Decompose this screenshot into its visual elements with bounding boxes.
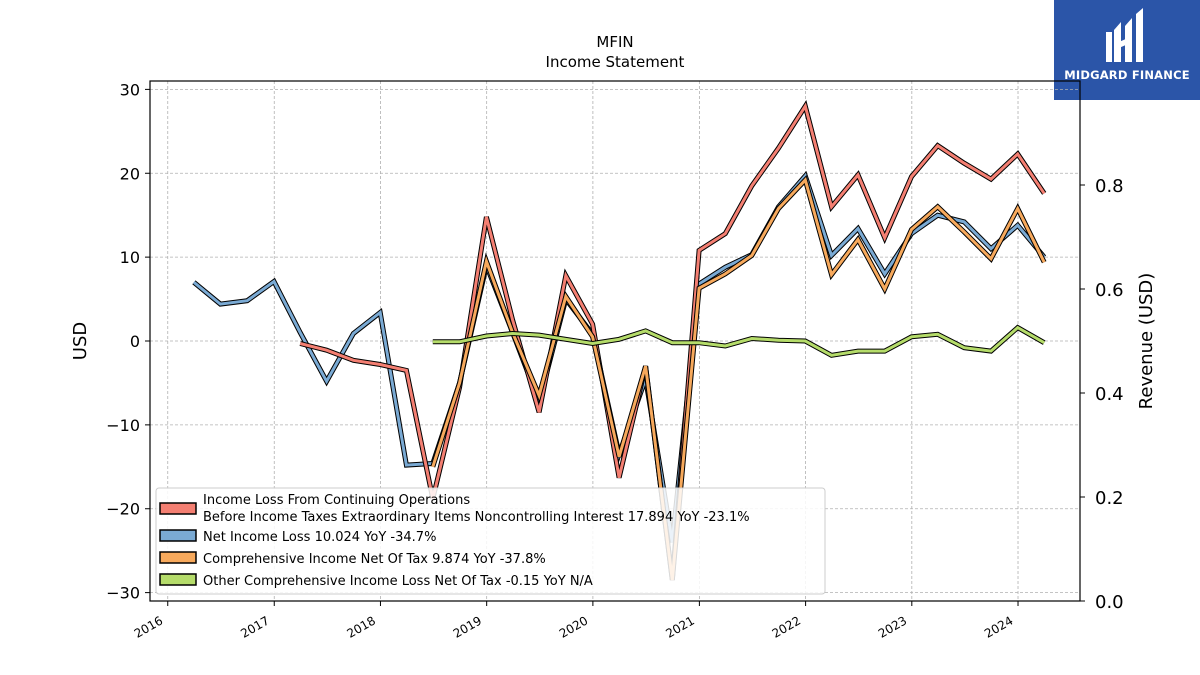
legend-label-comprehensive-income: Comprehensive Income Net Of Tax 9.874 Yo… xyxy=(203,552,546,567)
legend-swatch-comprehensive-income xyxy=(159,551,197,564)
x-tick-label: 2017 xyxy=(238,613,271,640)
x-tick-label: 2016 xyxy=(132,613,165,640)
y-tick-label: −20 xyxy=(106,500,140,519)
y-tick-label: −30 xyxy=(106,584,140,603)
y-axis-right-label: Revenue (USD) xyxy=(1136,273,1157,410)
x-tick-label: 2023 xyxy=(876,613,909,640)
legend-label-other-comprehensive-income: Other Comprehensive Income Loss Net Of T… xyxy=(203,574,593,589)
x-tick-label: 2021 xyxy=(663,613,696,640)
legend-swatch-other-comprehensive-income xyxy=(159,573,197,586)
chart-title: MFIN xyxy=(596,33,633,51)
y-right-tick-label: 0.0 xyxy=(1095,592,1124,613)
legend-label-net-income-loss: Net Income Loss 10.024 YoY -34.7% xyxy=(203,530,436,545)
x-tick-label: 2018 xyxy=(345,613,378,640)
y-tick-label: 20 xyxy=(120,164,140,183)
x-tick-label: 2024 xyxy=(982,613,1015,640)
legend-swatch-net-income-loss xyxy=(159,529,197,542)
legend-swatch-income-loss-continuing xyxy=(159,502,197,515)
logo-text: MIDGARD FINANCE xyxy=(1064,68,1190,82)
y-tick-label: 10 xyxy=(120,248,140,267)
chart-subtitle: Income Statement xyxy=(546,53,685,71)
y-right-tick-label: 0.2 xyxy=(1095,488,1124,509)
series-line-net-income-loss xyxy=(192,172,1046,543)
legend: Income Loss From Continuing Operations B… xyxy=(155,487,826,595)
logo-mark-icon xyxy=(1106,8,1143,62)
legend-label-income-loss-continuing-line2: Before Income Taxes Extraordinary Items … xyxy=(203,510,750,525)
y-axis-label: USD xyxy=(70,322,91,360)
y-tick-label: −10 xyxy=(106,416,140,435)
midgard-finance-logo: MIDGARD FINANCE xyxy=(1054,0,1200,100)
y-right-tick-label: 0.4 xyxy=(1095,384,1124,405)
x-tick-label: 2022 xyxy=(770,613,803,640)
x-tick-label: 2019 xyxy=(451,613,484,640)
y-right-tick-label: 0.6 xyxy=(1095,280,1124,301)
x-tick-label: 2020 xyxy=(557,613,590,640)
series-line-other-comprehensive-income-loss-net-of-t xyxy=(432,325,1045,357)
y-tick-label: 0 xyxy=(130,332,140,351)
legend-label-income-loss-continuing-line1: Income Loss From Continuing Operations xyxy=(203,493,470,508)
y-tick-label: 30 xyxy=(120,80,140,99)
series-line-comprehensive-income-net-of-tax xyxy=(431,177,1046,581)
y-right-tick-label: 0.8 xyxy=(1095,176,1124,197)
legend-box xyxy=(155,487,826,595)
